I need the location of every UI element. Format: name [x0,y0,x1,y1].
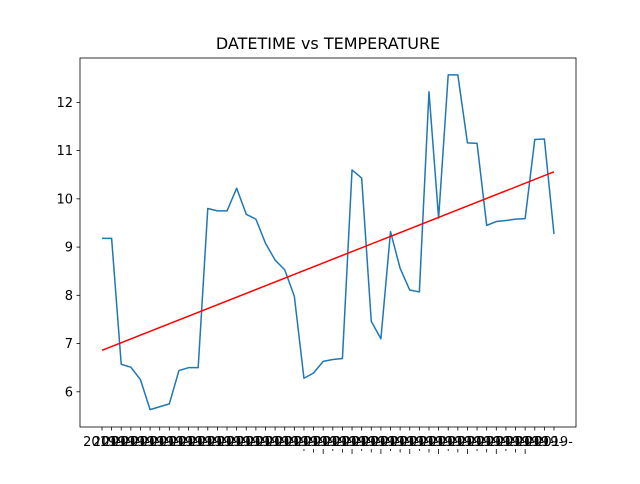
y-tick-label: 7 [65,337,73,352]
chart-title: DATETIME vs TEMPERATURE [216,34,440,53]
y-tick-label: 6 [65,385,73,400]
axes: 67891011122019-2019-2019-2019-2019-2019-… [56,58,576,454]
y-tick-label: 12 [56,96,73,111]
y-tick-label: 9 [65,241,73,256]
y-tick-label: 11 [56,144,73,159]
axes-frame [80,58,576,427]
y-tick-label: 8 [65,289,73,304]
y-tick-label: 10 [56,192,73,207]
plot-area [102,75,554,410]
trend-line [102,172,554,350]
x-tick-label: 2019- [535,435,573,450]
temperature-series-line [102,75,554,410]
